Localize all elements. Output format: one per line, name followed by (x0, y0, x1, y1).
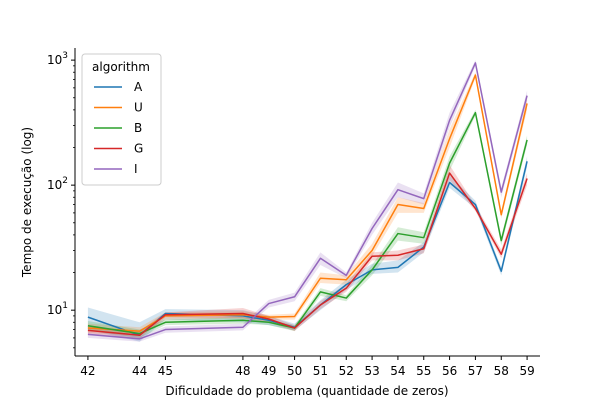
y-ticks: 101 102 103 (47, 51, 75, 349)
band-A (87, 156, 528, 342)
legend-label-G: G (134, 142, 143, 156)
x-tick-label: 59 (519, 364, 534, 378)
x-tick-label: 42 (80, 364, 95, 378)
series-line-G (87, 172, 528, 337)
y-tick-label: 101 (47, 301, 68, 317)
axes (74, 48, 540, 357)
x-axis-title: Dificuldade do problema (quantidade de z… (165, 384, 448, 398)
x-tick-label: 52 (339, 364, 354, 378)
x-tick-label: 45 (158, 364, 173, 378)
x-tick-label: 55 (416, 364, 431, 378)
x-tick-label: 58 (494, 364, 509, 378)
x-tick-label: 53 (364, 364, 379, 378)
x-tick-label: 48 (235, 364, 250, 378)
x-tick-label: 54 (390, 364, 405, 378)
legend-label-B: B (134, 121, 142, 135)
series-line-U (87, 74, 528, 332)
y-axis-title: Tempo de execução (log) (20, 127, 34, 278)
series-line-B (87, 111, 528, 335)
x-tick-label: 44 (132, 364, 147, 378)
y-tick-label: 103 (47, 51, 68, 67)
x-tick-label: 57 (468, 364, 483, 378)
x-tick-label: 50 (287, 364, 302, 378)
x-tick-label: 49 (261, 364, 276, 378)
legend-label-I: I (134, 162, 138, 176)
x-ticks: 42 44 45 48 49 50 51 52 53 54 55 56 57 58 59 (80, 356, 535, 378)
series-lines (87, 62, 528, 340)
series-line-I (87, 62, 528, 340)
x-tick-label: 51 (313, 364, 328, 378)
confidence-bands (87, 60, 528, 342)
legend-title: algorithm (92, 60, 150, 74)
x-tick-label: 56 (442, 364, 457, 378)
legend-label-A: A (134, 80, 143, 94)
y-tick-label: 102 (47, 176, 68, 192)
legend-label-U: U (134, 101, 143, 115)
